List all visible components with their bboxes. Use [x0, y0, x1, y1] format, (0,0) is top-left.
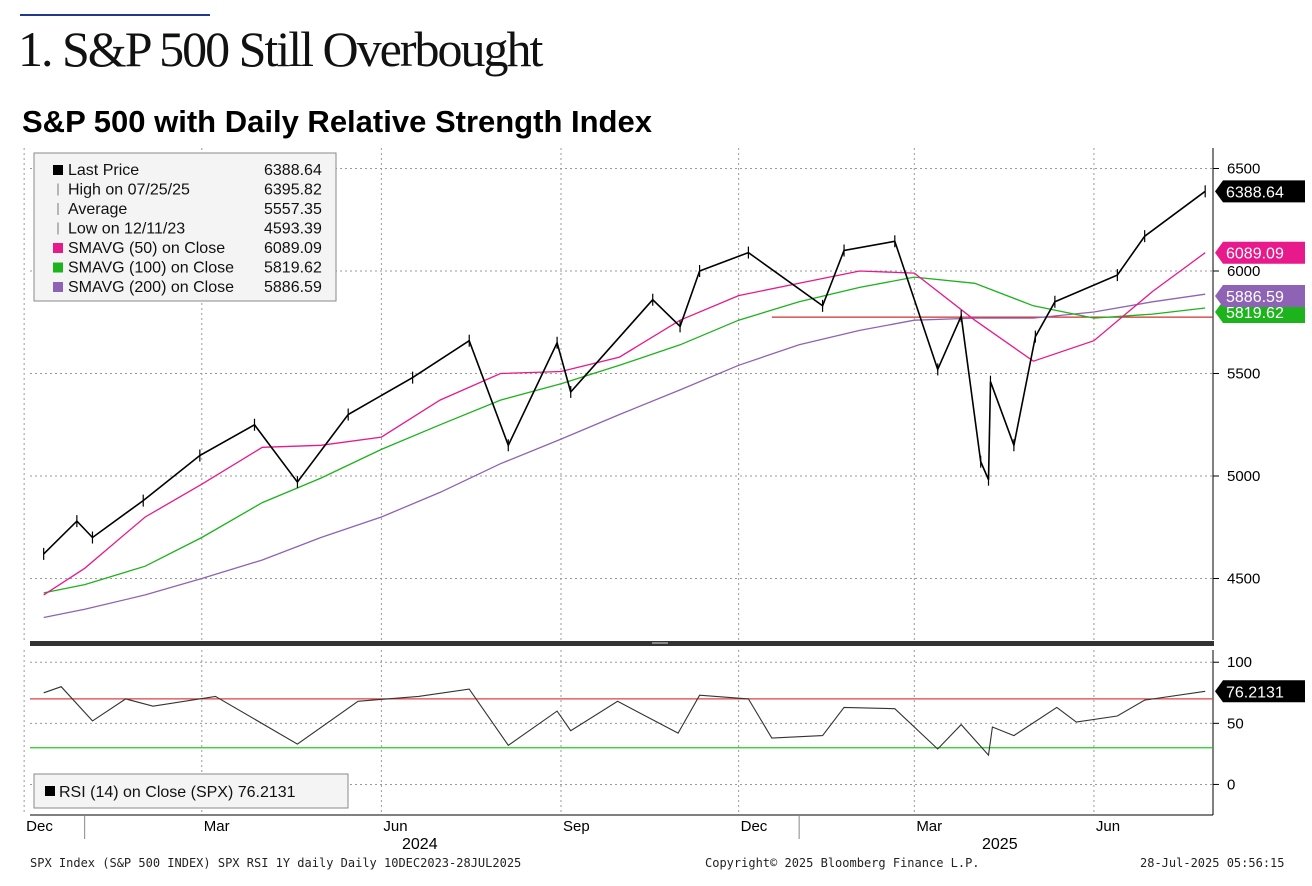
rsi-value-tag: 76.2131: [1215, 680, 1305, 703]
square-black-icon: [45, 786, 55, 796]
legend-label: SMAVG (50) on Close: [68, 240, 225, 257]
sma50-value-tag-shape: [1215, 241, 1305, 264]
legend-label: Last Price: [68, 162, 139, 179]
rsi-line: [43, 686, 1206, 757]
price-y-tick-label: 4500: [1227, 571, 1260, 588]
price-y-tick-label: 5000: [1227, 468, 1260, 485]
sma50-value-tag: 6089.09: [1215, 241, 1305, 264]
square-green-icon: [53, 262, 63, 273]
last-price-value-tag: 6388.64: [1215, 180, 1305, 203]
square-pink-icon: [53, 243, 63, 253]
x-tick-label: Mar: [204, 818, 230, 835]
square-black-icon: [53, 165, 63, 175]
sma200-line: [43, 293, 1206, 619]
sma100-value-tag-text: 5819.62: [1226, 305, 1284, 322]
x-tick-label: Mar: [916, 818, 942, 835]
rsi-y-tick-label: 0: [1227, 776, 1235, 793]
rsi-value-tag-text: 76.2131: [1226, 684, 1284, 701]
rsi-y-tick-label: 50: [1227, 715, 1244, 732]
legend-value: 5557.35: [264, 201, 322, 218]
price-y-tick-label: 6500: [1227, 161, 1260, 178]
price-y-tick-label: 6000: [1227, 263, 1260, 280]
year-label: 2025: [982, 836, 1018, 853]
chart-title: S&P 500 with Daily Relative Strength Ind…: [22, 104, 652, 139]
last-price-value-tag-text: 6388.64: [1226, 184, 1284, 201]
x-tick-label: Jun: [1096, 818, 1120, 835]
legend-value: 6089.09: [264, 240, 322, 257]
footer-copyright: Copyright© 2025 Bloomberg Finance L.P.: [705, 856, 980, 870]
sma200-value-tag-text: 5886.59: [1226, 289, 1284, 306]
x-tick-label: Sep: [563, 818, 590, 835]
legend-value: 4593.39: [264, 221, 322, 238]
x-tick-label: Jun: [383, 818, 407, 835]
legend-value: 6395.82: [264, 182, 322, 199]
legend-label: SMAVG (100) on Close: [68, 260, 234, 277]
legend-label: SMAVG (200) on Close: [68, 279, 234, 296]
sma200-value-tag: 5886.59: [1215, 285, 1305, 308]
rsi-legend-label: RSI (14) on Close (SPX) 76.2131: [59, 784, 296, 801]
legend-label: High on 07/25/25: [68, 182, 190, 199]
header-accent-line: [20, 14, 210, 16]
footer-timestamp: 28-Jul-2025 05:56:15: [1140, 856, 1285, 870]
sma50-line: [43, 252, 1206, 596]
panel-divider: [30, 641, 1214, 646]
price-legend: Last Price 6388.64 High on 07/25/25 6395.82…: [33, 152, 337, 302]
footer-source: SPX Index (S&P 500 INDEX) SPX RSI 1Y dai…: [30, 856, 522, 870]
sma100-line: [43, 276, 1206, 594]
legend-label: Average: [68, 201, 127, 218]
legend-value: 6388.64: [264, 162, 322, 179]
price-y-tick-label: 5500: [1227, 366, 1260, 383]
rsi-legend-box: [33, 773, 349, 809]
rsi-legend: RSI (14) on Close (SPX) 76.2131: [33, 773, 349, 809]
square-purple-icon: [53, 282, 63, 292]
legend-value: 5819.62: [264, 260, 322, 277]
last-price-value-tag-shape: [1215, 180, 1305, 203]
x-tick-label: Dec: [26, 818, 53, 835]
legend-value: 5886.59: [264, 279, 322, 296]
sma200-value-tag-shape: [1215, 285, 1305, 308]
x-tick-label: Dec: [741, 818, 768, 835]
year-label: 2024: [402, 836, 438, 853]
panel-divider-grip: [652, 642, 668, 644]
price-legend-box: [33, 152, 337, 302]
rsi-y-tick-label: 100: [1227, 654, 1252, 671]
legend-label: Low on 12/11/23: [68, 221, 185, 238]
rsi-value-tag-shape: [1215, 680, 1305, 703]
page-heading: 1. S&P 500 Still Overbought: [18, 21, 543, 77]
sma50-value-tag-text: 6089.09: [1226, 246, 1284, 263]
